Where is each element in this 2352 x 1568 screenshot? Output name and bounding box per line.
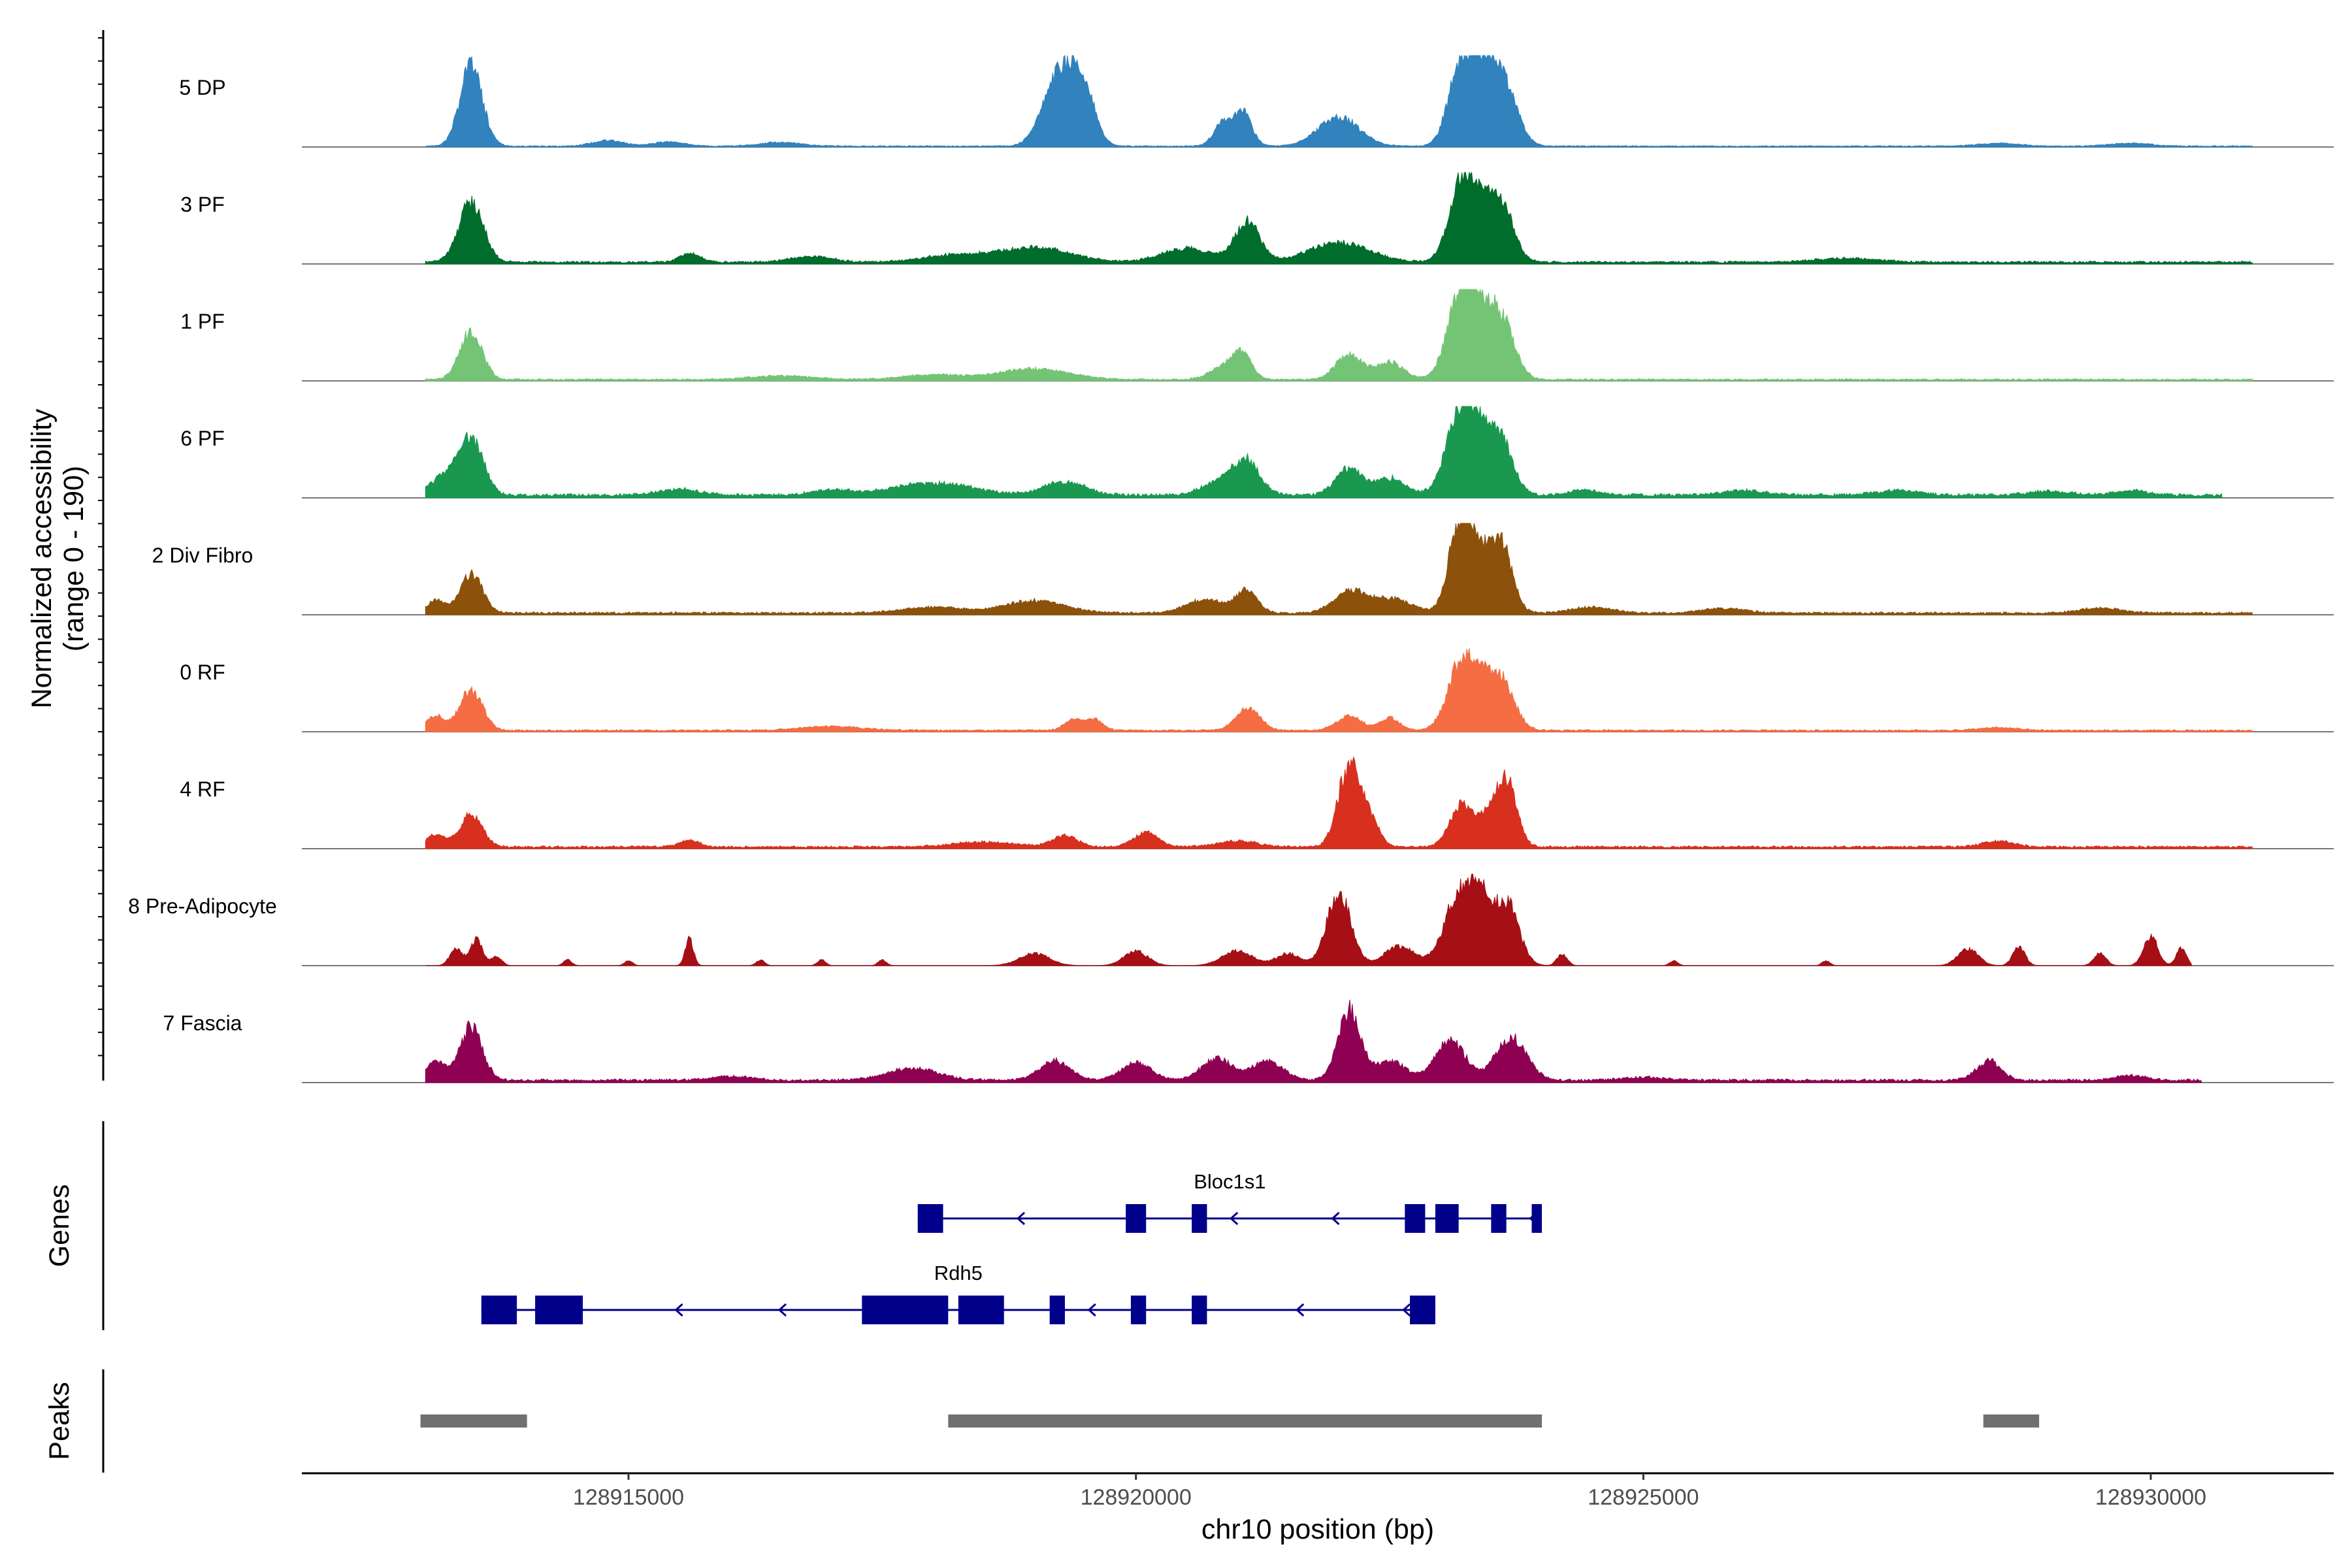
- strand-arrow: [777, 1303, 787, 1317]
- track-8-pre-adipocyte: 8 Pre-Adipocyte: [128, 874, 2334, 966]
- peak-region: [1983, 1414, 2040, 1428]
- track-4-rf: 4 RF: [180, 756, 2334, 849]
- track-5-dp: 5 DP: [179, 54, 2334, 148]
- gene-bloc1s1: Bloc1s1: [917, 1170, 1542, 1233]
- x-tick-label: 128925000: [1588, 1485, 1699, 1510]
- coverage-area: [425, 1000, 2202, 1083]
- track-label: 7 Fascia: [163, 1011, 242, 1035]
- gene-exon: [1531, 1204, 1542, 1233]
- strand-arrow: [1229, 1211, 1239, 1226]
- track-label: 3 PF: [180, 193, 225, 216]
- strand-arrow: [674, 1303, 683, 1317]
- track-label: 8 Pre-Adipocyte: [128, 894, 277, 918]
- gene-exon: [481, 1296, 517, 1324]
- y-axis-ticks: [98, 37, 103, 1056]
- peak-region: [948, 1414, 1542, 1428]
- track-label: 4 RF: [180, 777, 225, 801]
- gene-exon: [1049, 1296, 1065, 1324]
- gene-models: Bloc1s1 Rdh5: [481, 1170, 1542, 1324]
- track-label: 6 PF: [180, 427, 225, 450]
- coverage-area: [425, 874, 2192, 966]
- coverage-area: [425, 406, 2223, 498]
- x-tick-label: 128930000: [2095, 1485, 2206, 1510]
- gene-exon: [1435, 1204, 1459, 1233]
- genes-panel-title: Genes: [44, 1184, 75, 1267]
- x-tick-label: 128915000: [573, 1485, 684, 1510]
- track-label: 5 DP: [179, 76, 225, 99]
- peak-region: [420, 1414, 527, 1428]
- strand-arrow: [1295, 1303, 1305, 1317]
- gene-exon: [535, 1296, 583, 1324]
- gene-exon: [1126, 1204, 1147, 1233]
- peak-regions: [420, 1414, 2040, 1428]
- strand-arrow: [1087, 1303, 1096, 1317]
- coverage-area: [425, 756, 2253, 849]
- x-axis-ticks: 128915000 128920000 128925000 128930000: [573, 1473, 2206, 1510]
- gene-exon: [1192, 1296, 1207, 1324]
- gene-exon: [1192, 1204, 1207, 1233]
- track-2-div-fibro: 2 Div Fibro: [152, 522, 2334, 615]
- gene-exon: [917, 1204, 943, 1233]
- x-axis: 128915000 128920000 128925000 128930000 chr…: [302, 1472, 2334, 1545]
- gene-exon: [1405, 1204, 1426, 1233]
- strand-arrow: [1402, 1303, 1411, 1317]
- y-axis: Normalized accessibility (range 0 - 190): [26, 30, 105, 1081]
- strand-arrow: [1331, 1211, 1340, 1226]
- track-7-fascia: 7 Fascia: [163, 1000, 2334, 1083]
- track-1-pf: 1 PF: [180, 288, 2334, 382]
- genes-panel: Genes Bloc1s1 Rdh5: [44, 1121, 1542, 1330]
- gene-label: Rdh5: [934, 1262, 983, 1284]
- peaks-panel-title: Peaks: [44, 1382, 75, 1460]
- coverage-area: [425, 522, 2253, 615]
- gene-label: Bloc1s1: [1194, 1170, 1266, 1193]
- track-3-pf: 3 PF: [180, 171, 2334, 265]
- coverage-area: [425, 288, 2253, 382]
- track-label: 2 Div Fibro: [152, 544, 253, 567]
- peaks-panel: Peaks: [44, 1369, 2040, 1473]
- gene-exon: [862, 1296, 949, 1324]
- gene-exon: [1410, 1296, 1435, 1324]
- strand-arrow: [1016, 1211, 1026, 1226]
- coverage-area: [425, 54, 2253, 148]
- gene-exon: [1491, 1204, 1507, 1233]
- x-axis-title: chr10 position (bp): [1201, 1514, 1434, 1545]
- gene-rdh5: Rdh5: [481, 1262, 1435, 1324]
- track-label: 1 PF: [180, 310, 225, 333]
- coverage-area: [425, 171, 2253, 265]
- gene-exon: [1130, 1296, 1147, 1324]
- coverage-area: [425, 648, 2253, 732]
- track-label: 0 RF: [180, 661, 225, 684]
- gene-exon: [958, 1296, 1004, 1324]
- track-6-pf: 6 PF: [180, 406, 2334, 498]
- y-axis-title-line-2: (range 0 - 190): [58, 466, 90, 651]
- track-0-rf: 0 RF: [180, 648, 2334, 732]
- y-axis-title-line-1: Normalized accessibility: [26, 408, 57, 708]
- coverage-tracks: 5 DP 3 PF 1 PF 6 PF 2 Div Fibro 0 RF 4 RF 8 Pre…: [128, 54, 2334, 1083]
- x-tick-label: 128920000: [1081, 1485, 1192, 1510]
